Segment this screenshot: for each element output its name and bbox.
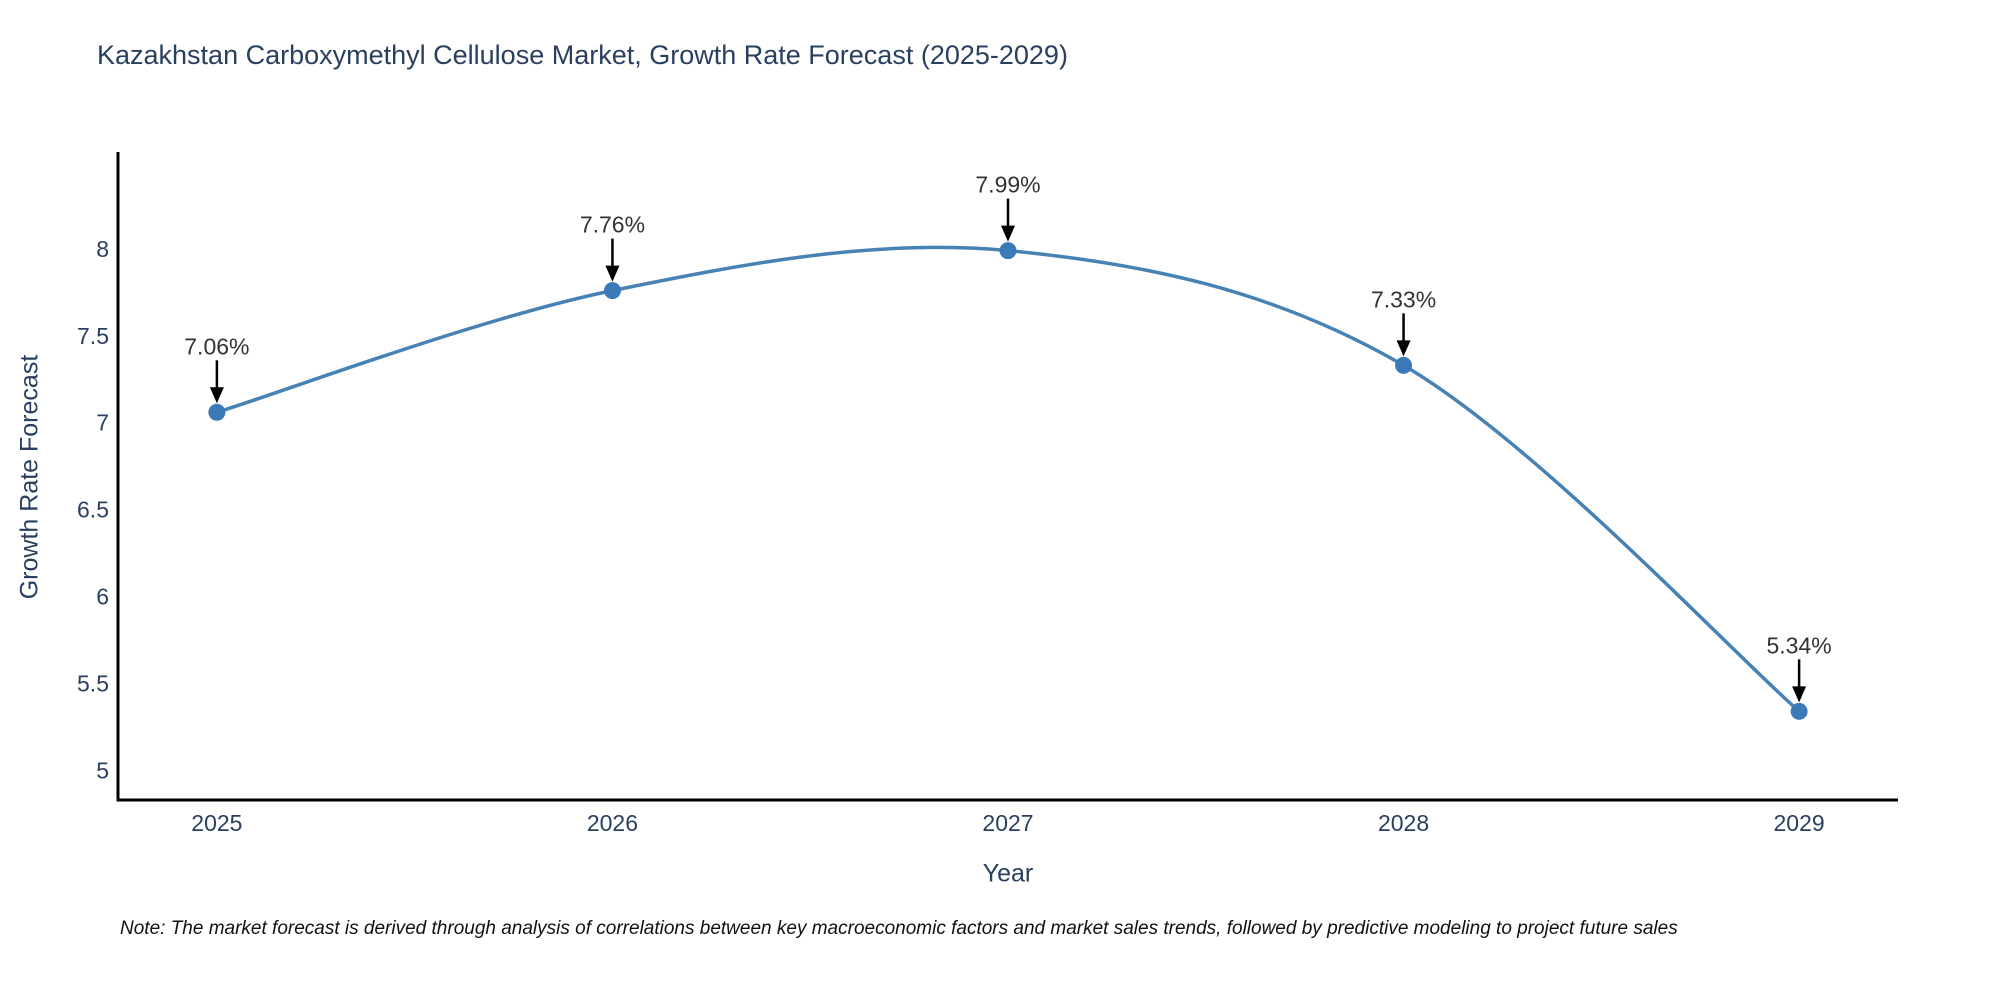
footnote: Note: The market forecast is derived thr… <box>120 918 1678 939</box>
point-label: 7.06% <box>184 333 249 359</box>
y-tick-label: 7 <box>96 410 109 436</box>
forecast-line <box>215 245 1801 714</box>
x-tick-label: 2025 <box>191 810 242 836</box>
y-axis-title: Growth Rate Forecast <box>15 354 44 600</box>
y-tick-label: 8 <box>96 236 109 262</box>
data-point-2026[interactable] <box>603 282 621 300</box>
data-point-2028[interactable] <box>1395 356 1413 374</box>
x-axis-title: Year <box>982 859 1034 888</box>
x-tick-label: 2028 <box>1378 810 1429 836</box>
y-tick-label: 5.5 <box>77 671 109 697</box>
annotation-arrowhead <box>1792 686 1807 703</box>
point-label: 5.34% <box>1767 632 1832 658</box>
annotation-arrowhead <box>1396 340 1411 357</box>
data-point-2025[interactable] <box>208 403 226 421</box>
point-label: 7.76% <box>580 212 645 238</box>
x-tick-label: 2027 <box>982 810 1033 836</box>
y-tick-label: 5 <box>96 757 109 783</box>
annotation-arrowhead <box>1001 225 1015 242</box>
data-point-2029[interactable] <box>1790 702 1808 720</box>
annotation-arrowhead <box>209 387 224 404</box>
y-tick-label: 6 <box>96 584 109 610</box>
point-label: 7.33% <box>1371 286 1436 312</box>
annotation-arrowhead <box>605 265 620 282</box>
x-tick-label: 2029 <box>1774 810 1825 836</box>
chart-title: Kazakhstan Carboxymethyl Cellulose Marke… <box>97 40 1068 70</box>
x-tick-label: 2026 <box>587 810 638 836</box>
point-label: 7.99% <box>975 172 1040 198</box>
y-tick-label: 6.5 <box>77 497 109 523</box>
y-tick-label: 7.5 <box>77 323 109 349</box>
data-point-2027[interactable] <box>999 242 1017 260</box>
